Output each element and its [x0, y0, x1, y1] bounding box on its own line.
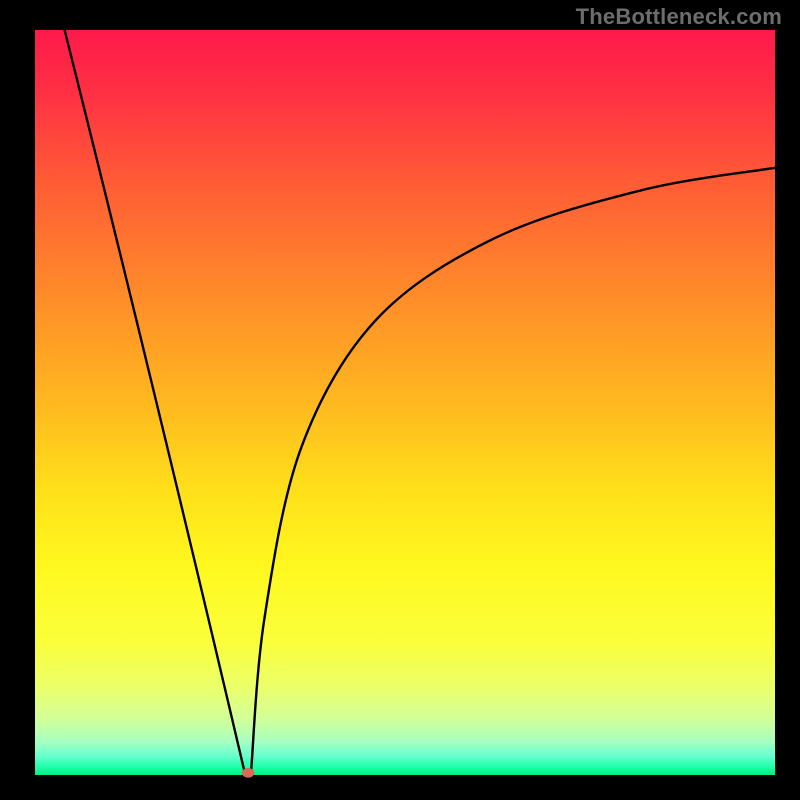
watermark-text: TheBottleneck.com [576, 4, 782, 30]
chart-svg [0, 0, 800, 800]
chart-container: TheBottleneck.com [0, 0, 800, 800]
optimal-point-marker [242, 768, 255, 778]
plot-gradient-background [35, 30, 775, 775]
